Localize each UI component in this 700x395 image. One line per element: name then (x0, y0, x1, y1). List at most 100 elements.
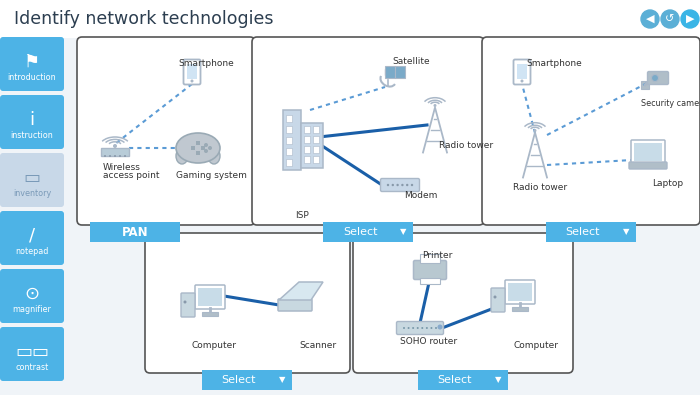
Circle shape (396, 184, 399, 186)
Text: Select: Select (343, 227, 377, 237)
Text: ⊙: ⊙ (25, 285, 40, 303)
Bar (385, 66, 395, 78)
Circle shape (109, 155, 111, 157)
Circle shape (387, 184, 389, 186)
Circle shape (114, 155, 116, 157)
Bar (202, 312, 218, 316)
Circle shape (208, 146, 212, 150)
Text: magnifier: magnifier (13, 305, 51, 314)
Text: SOHO router: SOHO router (400, 337, 457, 346)
Circle shape (421, 327, 424, 329)
Circle shape (435, 327, 437, 329)
Text: Wireless: Wireless (103, 164, 141, 173)
Text: ▭: ▭ (24, 169, 41, 187)
Text: Laptop: Laptop (652, 179, 683, 188)
Circle shape (681, 10, 699, 28)
FancyBboxPatch shape (514, 60, 531, 85)
Circle shape (204, 143, 208, 147)
Bar (304, 146, 310, 153)
Bar (201, 146, 205, 150)
Bar (517, 64, 527, 79)
Bar (385, 69, 395, 75)
FancyBboxPatch shape (0, 269, 64, 323)
Text: ▼: ▼ (279, 376, 286, 384)
Text: Printer: Printer (422, 252, 452, 260)
Circle shape (661, 10, 679, 28)
Bar (546, 222, 636, 242)
FancyBboxPatch shape (0, 211, 64, 265)
FancyBboxPatch shape (381, 179, 419, 192)
Bar (304, 136, 310, 143)
Text: Computer: Computer (514, 340, 559, 350)
Circle shape (641, 10, 659, 28)
Circle shape (406, 184, 408, 186)
Text: Select: Select (438, 375, 472, 385)
Bar (286, 159, 292, 166)
Text: Security camera: Security camera (641, 98, 700, 107)
Text: i: i (29, 111, 34, 129)
Circle shape (438, 325, 442, 329)
Bar (90, 222, 180, 242)
Text: Radio tower: Radio tower (439, 141, 493, 149)
Circle shape (521, 79, 524, 83)
FancyBboxPatch shape (505, 280, 535, 304)
FancyBboxPatch shape (482, 37, 700, 225)
Text: PAN: PAN (122, 226, 148, 239)
Circle shape (412, 327, 414, 329)
Bar (187, 64, 197, 79)
FancyBboxPatch shape (414, 260, 447, 280)
Text: Smartphone: Smartphone (178, 58, 234, 68)
Bar (420, 254, 440, 263)
Text: contrast: contrast (15, 363, 48, 372)
Text: Computer: Computer (192, 340, 237, 350)
Text: ISP: ISP (295, 211, 309, 220)
Text: Modem: Modem (404, 190, 438, 199)
Circle shape (433, 104, 437, 107)
Circle shape (401, 184, 404, 186)
Text: introduction: introduction (8, 73, 56, 83)
Circle shape (183, 301, 186, 303)
Text: ▼: ▼ (400, 228, 406, 237)
Circle shape (190, 79, 193, 83)
Bar (286, 137, 292, 144)
Bar (196, 141, 200, 145)
Bar (420, 278, 440, 284)
Bar (286, 126, 292, 133)
FancyBboxPatch shape (195, 285, 225, 309)
FancyBboxPatch shape (648, 71, 668, 85)
Circle shape (494, 295, 496, 299)
Text: instruction: instruction (10, 132, 53, 141)
Circle shape (407, 327, 410, 329)
Text: ▶: ▶ (686, 14, 694, 24)
FancyBboxPatch shape (0, 327, 64, 381)
FancyBboxPatch shape (183, 60, 200, 85)
Text: /: / (29, 227, 35, 245)
Circle shape (533, 129, 536, 132)
FancyBboxPatch shape (0, 95, 64, 149)
Circle shape (113, 144, 117, 148)
Bar (508, 283, 532, 301)
Bar (313, 126, 319, 133)
Circle shape (416, 327, 419, 329)
Bar (0, 0, 700, 38)
FancyBboxPatch shape (631, 140, 665, 164)
Circle shape (104, 155, 106, 157)
Text: ▼: ▼ (623, 228, 629, 237)
Ellipse shape (176, 133, 220, 163)
Bar (395, 66, 405, 78)
Bar (283, 110, 301, 170)
Text: Smartphone: Smartphone (526, 58, 582, 68)
Bar (313, 156, 319, 163)
FancyBboxPatch shape (491, 288, 505, 312)
FancyBboxPatch shape (278, 299, 312, 311)
FancyBboxPatch shape (0, 37, 64, 91)
Text: Scanner: Scanner (299, 340, 336, 350)
Text: ▭▭: ▭▭ (15, 343, 49, 361)
Ellipse shape (176, 148, 188, 164)
Bar (198, 288, 222, 306)
Bar (196, 151, 200, 155)
Text: ◀: ◀ (645, 14, 654, 24)
Bar (323, 222, 413, 242)
Circle shape (124, 155, 126, 157)
Text: Select: Select (566, 227, 601, 237)
